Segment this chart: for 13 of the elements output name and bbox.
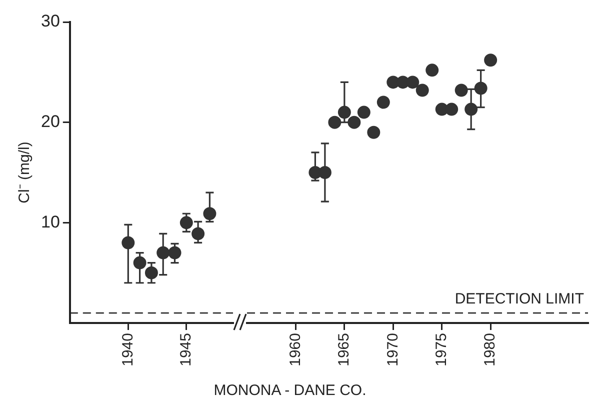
ref-line-label: DETECTION LIMIT	[454, 290, 584, 308]
x-tick-label: 1980	[482, 333, 499, 366]
x-tick-label: 1975	[433, 333, 450, 366]
y-tick-label: 20	[40, 112, 60, 132]
x-axis-title: MONONA - DANE CO.	[212, 382, 368, 399]
x-tick-label: 1965	[336, 333, 353, 366]
x-tick-label: 1945	[178, 333, 195, 366]
y-tick-label: 30	[40, 12, 60, 31]
y-axis-title: Cl⁻ (mg/l)	[16, 142, 34, 204]
x-tick-label: 1970	[384, 333, 402, 366]
x-tick-label: 1940	[119, 333, 136, 366]
y-tick-label: 10	[40, 212, 60, 232]
x-tick-label: 1960	[286, 333, 304, 366]
